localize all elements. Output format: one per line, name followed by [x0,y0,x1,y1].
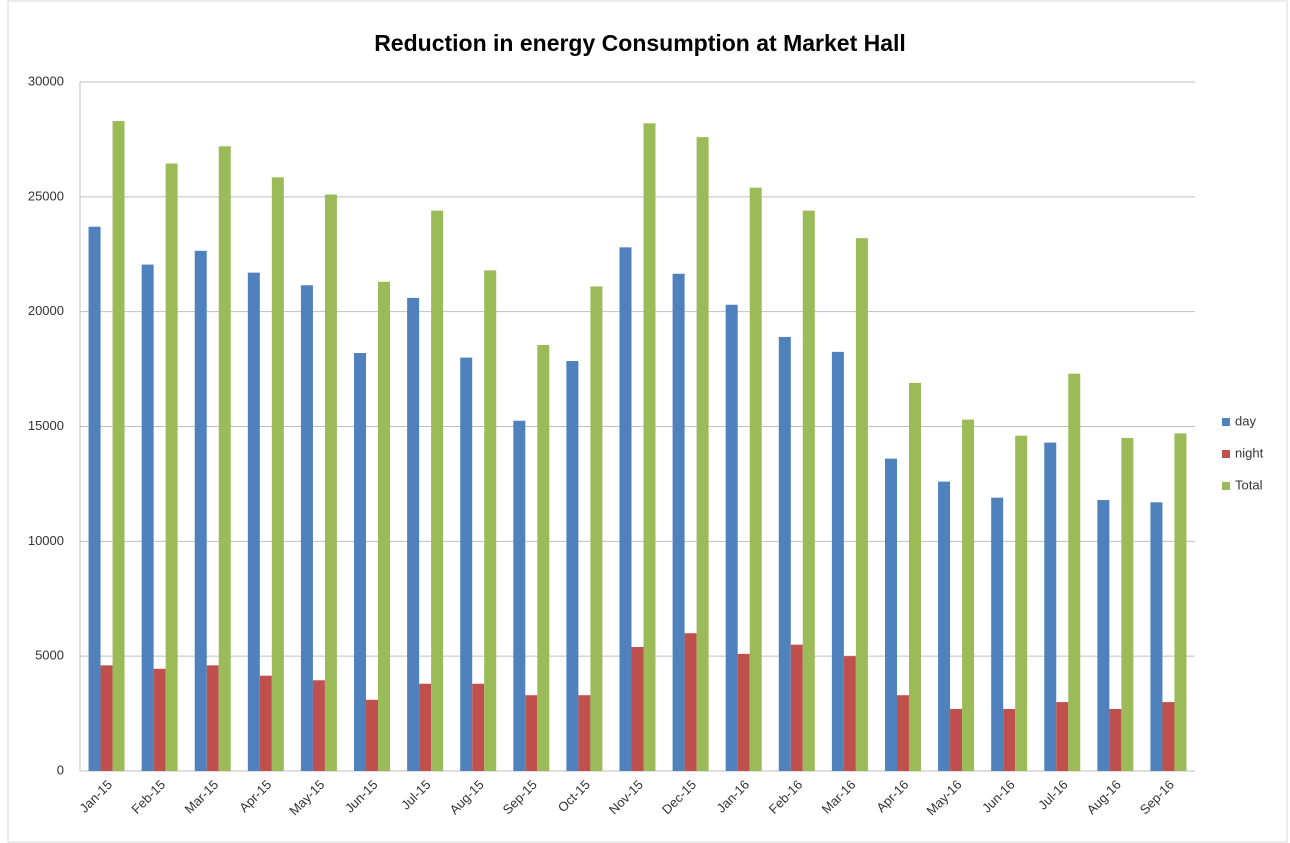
bar [194,250,207,771]
y-tick-label: 0 [57,762,64,777]
bar [366,699,379,771]
bar [843,656,856,771]
bar [631,646,644,771]
bar [472,683,485,771]
bar [590,286,603,771]
bar [206,665,219,771]
bar [749,187,762,771]
bar [1162,702,1175,771]
bar [962,419,975,771]
bar [1109,708,1122,771]
bar [831,351,844,771]
bar [378,281,391,771]
bar [1044,442,1057,771]
bar [431,210,444,771]
bar [1003,708,1016,771]
bar [737,653,750,771]
bar [484,270,497,771]
bar [725,304,738,771]
bar [354,353,367,771]
bar [153,668,166,771]
bar [696,137,709,771]
bar [778,336,791,771]
bar [525,695,538,771]
bar [100,665,113,771]
bar [884,458,897,771]
bar [1056,702,1069,771]
bar [247,272,260,771]
y-tick-label: 15000 [28,418,64,433]
bar [300,285,313,771]
chart-title: Reduction in energy Consumption at Marke… [374,30,906,56]
y-tick-label: 10000 [28,533,64,548]
bar [88,226,101,771]
bar [419,683,432,771]
legend-swatch [1222,450,1230,458]
bar [537,344,550,771]
bar [141,264,154,771]
bar [460,357,473,771]
bar [790,644,803,771]
bar [991,497,1004,771]
bar [1174,433,1187,771]
bar [1068,373,1081,771]
y-tick-label: 30000 [28,73,64,88]
bar [896,695,909,771]
bar [259,675,272,771]
y-tick-label: 25000 [28,188,64,203]
bar [938,481,951,771]
bar [566,361,579,771]
bar [324,194,337,771]
bar [1097,499,1110,771]
bar [908,382,921,771]
bar [513,420,526,771]
bar [312,680,325,771]
bar [407,297,420,771]
legend-label: Total [1235,477,1263,492]
bar [643,123,656,772]
bar [165,163,178,771]
bar [684,633,697,771]
bar [619,247,632,772]
legend-swatch [1222,418,1230,426]
bar [1015,435,1028,771]
bar [950,708,963,771]
bar [802,210,815,771]
y-tick-label: 20000 [28,303,64,318]
bar [1150,502,1163,771]
bar [578,695,591,771]
bar [271,177,284,772]
legend-swatch [1222,482,1230,490]
bar [218,146,231,772]
bar [855,238,868,771]
bar [1121,437,1134,771]
legend-label: night [1235,445,1264,460]
bar [112,121,125,771]
bar [672,273,685,771]
y-tick-label: 5000 [35,648,64,663]
legend-label: day [1235,413,1256,428]
